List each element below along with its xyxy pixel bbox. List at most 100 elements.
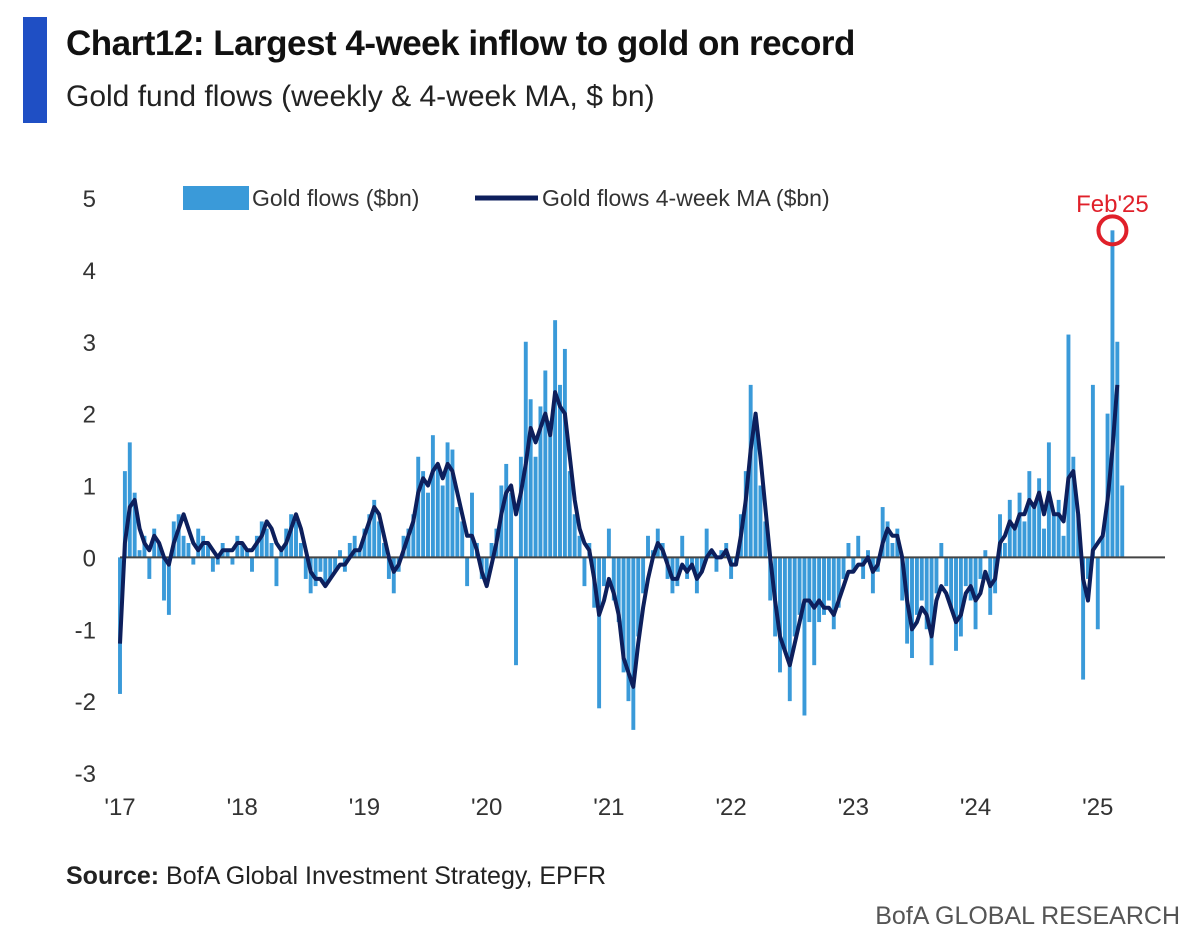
- bar: [900, 557, 905, 601]
- peak-annotation: Feb'25: [1076, 191, 1149, 247]
- bar: [1081, 557, 1086, 680]
- bar: [240, 543, 245, 558]
- bar: [455, 507, 460, 558]
- bar: [567, 471, 572, 558]
- bar: [690, 557, 694, 565]
- bar: [289, 514, 294, 558]
- peak-label: Feb'25: [1076, 191, 1149, 218]
- bar: [636, 557, 641, 637]
- bar: [685, 557, 690, 579]
- bar: [484, 557, 489, 587]
- bar: [543, 370, 548, 558]
- bar: [377, 521, 382, 558]
- bar: [450, 449, 455, 558]
- bar: [1061, 535, 1066, 558]
- bar: [787, 557, 792, 702]
- bar: [954, 557, 958, 651]
- bar: [753, 420, 758, 558]
- bar: [924, 557, 929, 630]
- bar: [1032, 507, 1037, 558]
- bar: [880, 507, 885, 558]
- bar: [968, 557, 973, 601]
- bar: [778, 557, 782, 673]
- bar: [621, 557, 626, 673]
- bar: [631, 557, 636, 730]
- bar: [998, 514, 1002, 558]
- bar: [215, 557, 220, 565]
- legend-bar-swatch: [183, 186, 249, 210]
- bar: [758, 485, 763, 558]
- x-tick-label: '21: [593, 794, 624, 821]
- bar: [338, 550, 342, 558]
- x-tick-label: '23: [838, 794, 869, 821]
- bar: [797, 557, 802, 615]
- bar: [518, 456, 523, 558]
- bar: [391, 557, 396, 594]
- y-tick-label: 1: [83, 474, 96, 501]
- bar: [206, 543, 210, 558]
- bar: [250, 557, 254, 572]
- bar: [870, 557, 875, 594]
- bar: [714, 557, 719, 572]
- bar: [582, 557, 587, 587]
- bar: [122, 471, 127, 558]
- bar: [822, 557, 826, 615]
- bar: [152, 528, 157, 558]
- bar: [426, 492, 430, 558]
- bar: [1037, 478, 1042, 558]
- bar: [949, 557, 954, 608]
- y-tick-label: 4: [83, 258, 96, 285]
- bar: [367, 514, 372, 558]
- bar: [719, 550, 724, 558]
- bar: [562, 348, 567, 558]
- ma-line: [118, 384, 1120, 689]
- bar: [357, 550, 362, 558]
- bar: [264, 528, 269, 558]
- bar: [333, 557, 338, 572]
- source-text: BofA Global Investment Strategy, EPFR: [159, 862, 607, 890]
- legend: Gold flows ($bn) Gold flows 4-week MA ($b…: [183, 185, 830, 211]
- legend-line-label: Gold flows 4-week MA ($bn): [542, 185, 830, 211]
- bar: [1027, 471, 1032, 558]
- bar: [1022, 521, 1027, 558]
- bar: [1110, 230, 1115, 558]
- bar: [235, 535, 240, 558]
- bar: [768, 557, 773, 601]
- y-tick-label: 0: [83, 545, 96, 572]
- bar: [577, 535, 582, 558]
- bar: [489, 543, 494, 558]
- bar: [411, 514, 416, 558]
- bar: [978, 557, 983, 579]
- x-tick-label: '19: [349, 794, 380, 821]
- bar: [147, 557, 152, 579]
- bar: [963, 557, 968, 587]
- bar: [230, 557, 235, 565]
- bar: [553, 320, 558, 558]
- bar: [225, 550, 230, 558]
- bar: [866, 550, 870, 558]
- bar: [308, 557, 313, 594]
- bar: [279, 550, 284, 558]
- bar: [362, 528, 367, 558]
- bar: [729, 557, 734, 579]
- x-tick-label: '18: [227, 794, 258, 821]
- bar: [841, 557, 846, 579]
- y-tick-label: -2: [75, 689, 96, 716]
- bar: [137, 550, 142, 558]
- x-axis: '17 '18 '19 '20 '21 '22 '23 '24 '25: [104, 794, 1113, 821]
- bar: [440, 485, 445, 558]
- bar: [983, 550, 988, 558]
- legend-bar-label: Gold flows ($bn): [252, 185, 419, 211]
- bar: [1120, 485, 1125, 558]
- y-tick-label: 2: [83, 402, 96, 429]
- bar: [748, 384, 753, 558]
- bar: [186, 543, 191, 558]
- bar: [294, 521, 298, 558]
- y-tick-label: -3: [75, 761, 96, 788]
- bar: [763, 521, 768, 558]
- gold-flows-chart: 5 4 3 2 1 0 -1 -2 -3 '17 '18 '19 '20 '21 '22 '23 '24 '25…: [75, 185, 1165, 821]
- y-tick-label: -1: [75, 617, 96, 644]
- bar: [157, 543, 162, 558]
- bar: [1115, 341, 1120, 558]
- source-label: Source:: [66, 862, 160, 890]
